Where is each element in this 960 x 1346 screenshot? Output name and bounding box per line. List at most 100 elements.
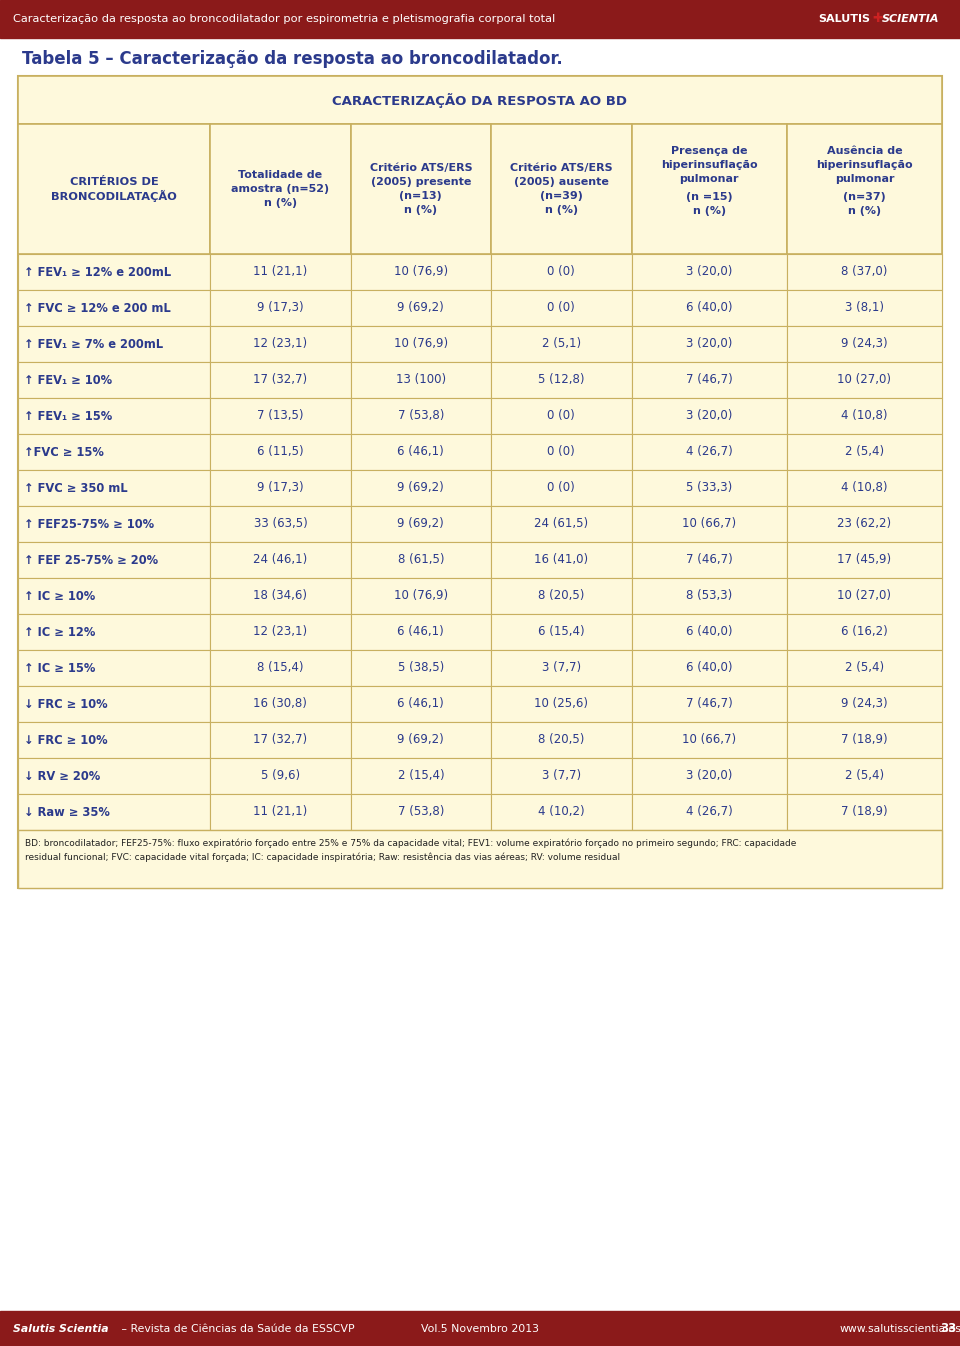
Text: ↑ FEV₁ ≥ 10%: ↑ FEV₁ ≥ 10% xyxy=(24,373,112,386)
Bar xyxy=(787,721,942,758)
Bar xyxy=(492,577,632,614)
Text: ↓ FRC ≥ 10%: ↓ FRC ≥ 10% xyxy=(24,734,108,747)
Bar xyxy=(492,650,632,686)
Bar xyxy=(787,758,942,794)
Text: 33: 33 xyxy=(940,1322,956,1335)
Text: 10 (66,7): 10 (66,7) xyxy=(683,734,736,747)
Bar xyxy=(787,470,942,506)
Bar xyxy=(492,794,632,830)
Bar xyxy=(632,650,787,686)
Bar xyxy=(350,362,492,398)
Text: 6 (40,0): 6 (40,0) xyxy=(685,302,732,315)
Text: 33 (63,5): 33 (63,5) xyxy=(253,517,307,530)
Bar xyxy=(18,289,210,326)
Text: 2 (5,4): 2 (5,4) xyxy=(845,770,884,782)
Text: Salutis Scientia: Salutis Scientia xyxy=(13,1323,108,1334)
Bar xyxy=(492,124,632,254)
Bar xyxy=(210,542,350,577)
Bar xyxy=(350,289,492,326)
Text: 9 (69,2): 9 (69,2) xyxy=(397,734,444,747)
Text: ✚: ✚ xyxy=(872,12,882,26)
Bar xyxy=(0,1311,960,1346)
Bar xyxy=(632,721,787,758)
Text: 5 (33,3): 5 (33,3) xyxy=(686,482,732,494)
Bar xyxy=(632,506,787,542)
Bar xyxy=(492,362,632,398)
Text: 2 (5,4): 2 (5,4) xyxy=(845,446,884,459)
Bar xyxy=(210,470,350,506)
Text: ↑ FEF25-75% ≥ 10%: ↑ FEF25-75% ≥ 10% xyxy=(24,517,155,530)
Text: 2 (5,4): 2 (5,4) xyxy=(845,661,884,674)
Text: ↑ FEV₁ ≥ 15%: ↑ FEV₁ ≥ 15% xyxy=(24,409,112,423)
Text: 8 (37,0): 8 (37,0) xyxy=(841,265,888,279)
Text: CRITÉRIOS DE: CRITÉRIOS DE xyxy=(70,178,158,187)
Text: (n=13): (n=13) xyxy=(399,191,443,201)
Text: www.salutisscientia.esscvp.eu: www.salutisscientia.esscvp.eu xyxy=(840,1323,960,1334)
Bar xyxy=(18,794,210,830)
Text: Presença de: Presença de xyxy=(671,145,748,156)
Text: SALUTIS: SALUTIS xyxy=(818,13,870,24)
Text: 3 (20,0): 3 (20,0) xyxy=(686,265,732,279)
Text: 7 (53,8): 7 (53,8) xyxy=(397,805,444,818)
Bar xyxy=(18,650,210,686)
Bar xyxy=(350,398,492,433)
Bar xyxy=(18,614,210,650)
Text: 8 (53,3): 8 (53,3) xyxy=(686,590,732,603)
Text: 8 (20,5): 8 (20,5) xyxy=(539,734,585,747)
Text: 17 (32,7): 17 (32,7) xyxy=(253,373,307,386)
Bar xyxy=(632,686,787,721)
Bar xyxy=(18,398,210,433)
Text: 6 (46,1): 6 (46,1) xyxy=(397,446,444,459)
Bar xyxy=(210,124,350,254)
Bar xyxy=(350,124,492,254)
Text: BRONCODILATAÇÃO: BRONCODILATAÇÃO xyxy=(51,190,177,202)
Bar xyxy=(210,650,350,686)
Text: SCIENTIA: SCIENTIA xyxy=(882,13,940,24)
Text: 10 (76,9): 10 (76,9) xyxy=(394,265,448,279)
Bar xyxy=(18,75,942,124)
Bar xyxy=(787,794,942,830)
Bar xyxy=(492,433,632,470)
Text: 16 (30,8): 16 (30,8) xyxy=(253,697,307,711)
Bar xyxy=(492,326,632,362)
Bar xyxy=(632,124,787,254)
Bar xyxy=(787,686,942,721)
Text: 11 (21,1): 11 (21,1) xyxy=(253,805,307,818)
Text: 24 (61,5): 24 (61,5) xyxy=(535,517,588,530)
Text: ↑ FVC ≥ 350 mL: ↑ FVC ≥ 350 mL xyxy=(24,482,128,494)
Text: 3 (20,0): 3 (20,0) xyxy=(686,409,732,423)
Bar xyxy=(350,758,492,794)
Text: 17 (32,7): 17 (32,7) xyxy=(253,734,307,747)
Text: 8 (15,4): 8 (15,4) xyxy=(257,661,303,674)
Text: 9 (17,3): 9 (17,3) xyxy=(257,482,303,494)
Text: 18 (34,6): 18 (34,6) xyxy=(253,590,307,603)
Text: 9 (69,2): 9 (69,2) xyxy=(397,482,444,494)
Text: 6 (46,1): 6 (46,1) xyxy=(397,626,444,638)
Bar xyxy=(210,686,350,721)
Text: (n =15): (n =15) xyxy=(685,192,732,202)
Bar xyxy=(787,650,942,686)
Bar xyxy=(632,289,787,326)
Text: ↑ FEV₁ ≥ 7% e 200mL: ↑ FEV₁ ≥ 7% e 200mL xyxy=(24,338,163,350)
Bar xyxy=(632,433,787,470)
Text: 7 (46,7): 7 (46,7) xyxy=(685,553,732,567)
Text: 0 (0): 0 (0) xyxy=(547,265,575,279)
Bar xyxy=(18,686,210,721)
Bar xyxy=(492,758,632,794)
Bar xyxy=(492,721,632,758)
Text: 6 (11,5): 6 (11,5) xyxy=(257,446,303,459)
Text: 7 (13,5): 7 (13,5) xyxy=(257,409,303,423)
Text: 24 (46,1): 24 (46,1) xyxy=(253,553,307,567)
Bar xyxy=(350,721,492,758)
Bar xyxy=(18,830,942,888)
Text: residual funcional; FVC: capacidade vital forçada; IC: capacidade inspiratória; : residual funcional; FVC: capacidade vita… xyxy=(25,852,620,861)
Text: (2005) ausente: (2005) ausente xyxy=(514,178,609,187)
Bar xyxy=(350,470,492,506)
Text: 4 (10,2): 4 (10,2) xyxy=(538,805,585,818)
Bar xyxy=(632,254,787,289)
Text: 6 (46,1): 6 (46,1) xyxy=(397,697,444,711)
Text: 17 (45,9): 17 (45,9) xyxy=(837,553,892,567)
Bar xyxy=(787,433,942,470)
Text: 6 (16,2): 6 (16,2) xyxy=(841,626,888,638)
Text: 8 (61,5): 8 (61,5) xyxy=(397,553,444,567)
